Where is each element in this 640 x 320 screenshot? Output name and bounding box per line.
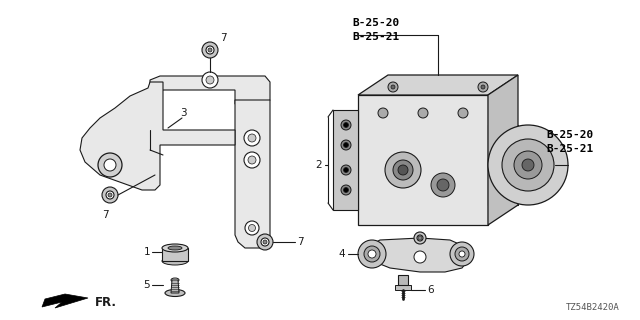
- FancyBboxPatch shape: [398, 275, 408, 285]
- Ellipse shape: [171, 278, 179, 282]
- Polygon shape: [488, 75, 518, 225]
- Circle shape: [455, 247, 469, 261]
- Circle shape: [514, 151, 542, 179]
- Polygon shape: [235, 100, 270, 248]
- Text: FR.: FR.: [95, 295, 117, 308]
- FancyBboxPatch shape: [358, 95, 488, 225]
- Polygon shape: [333, 110, 358, 210]
- Circle shape: [481, 85, 485, 89]
- Circle shape: [245, 221, 259, 235]
- Circle shape: [261, 238, 269, 246]
- Circle shape: [458, 108, 468, 118]
- Text: 3: 3: [180, 108, 187, 118]
- Circle shape: [358, 240, 386, 268]
- Circle shape: [344, 167, 349, 172]
- Circle shape: [344, 188, 349, 193]
- Circle shape: [418, 236, 422, 240]
- Circle shape: [202, 42, 218, 58]
- Circle shape: [248, 156, 256, 164]
- Circle shape: [488, 125, 568, 205]
- Circle shape: [257, 234, 273, 250]
- Circle shape: [104, 159, 116, 171]
- Circle shape: [248, 225, 255, 231]
- Polygon shape: [171, 280, 179, 293]
- Text: 7: 7: [220, 33, 227, 43]
- FancyBboxPatch shape: [488, 125, 518, 205]
- Circle shape: [341, 165, 351, 175]
- Circle shape: [364, 246, 380, 262]
- Text: 7: 7: [102, 210, 108, 220]
- Circle shape: [106, 191, 114, 199]
- Polygon shape: [365, 238, 470, 272]
- Circle shape: [418, 108, 428, 118]
- Ellipse shape: [162, 244, 188, 252]
- Circle shape: [431, 173, 455, 197]
- Ellipse shape: [162, 257, 188, 265]
- Polygon shape: [42, 294, 88, 308]
- Circle shape: [478, 82, 488, 92]
- Circle shape: [502, 139, 554, 191]
- Circle shape: [388, 82, 398, 92]
- Circle shape: [206, 46, 214, 54]
- Circle shape: [398, 165, 408, 175]
- Text: 5: 5: [143, 280, 150, 290]
- Circle shape: [202, 72, 218, 88]
- Text: 2: 2: [316, 160, 322, 170]
- Circle shape: [208, 48, 212, 52]
- Circle shape: [341, 185, 351, 195]
- Circle shape: [244, 152, 260, 168]
- Circle shape: [391, 85, 395, 89]
- Text: B-25-20
B-25-21: B-25-20 B-25-21: [352, 18, 399, 42]
- Text: TZ54B2420A: TZ54B2420A: [566, 303, 620, 312]
- Circle shape: [414, 232, 426, 244]
- Circle shape: [206, 76, 214, 84]
- Circle shape: [522, 159, 534, 171]
- Ellipse shape: [165, 290, 185, 297]
- Text: B-25-20
B-25-21: B-25-20 B-25-21: [546, 130, 593, 154]
- Circle shape: [244, 130, 260, 146]
- Circle shape: [393, 160, 413, 180]
- Text: 1: 1: [143, 247, 150, 257]
- Circle shape: [385, 152, 421, 188]
- Polygon shape: [358, 75, 518, 95]
- Circle shape: [344, 142, 349, 148]
- FancyBboxPatch shape: [395, 285, 411, 290]
- Circle shape: [341, 140, 351, 150]
- Circle shape: [368, 250, 376, 258]
- Circle shape: [459, 251, 465, 257]
- Circle shape: [263, 240, 267, 244]
- Circle shape: [98, 153, 122, 177]
- Circle shape: [417, 235, 423, 241]
- Polygon shape: [150, 76, 270, 104]
- Circle shape: [248, 134, 256, 142]
- Circle shape: [341, 120, 351, 130]
- Circle shape: [344, 123, 349, 127]
- FancyBboxPatch shape: [162, 248, 188, 261]
- Text: 7: 7: [297, 237, 303, 247]
- Circle shape: [414, 251, 426, 263]
- Circle shape: [108, 193, 112, 197]
- Polygon shape: [80, 82, 235, 190]
- Circle shape: [437, 179, 449, 191]
- Text: 6: 6: [427, 285, 434, 295]
- Ellipse shape: [168, 246, 182, 250]
- Circle shape: [450, 242, 474, 266]
- Text: 4: 4: [339, 249, 345, 259]
- Circle shape: [378, 108, 388, 118]
- Circle shape: [102, 187, 118, 203]
